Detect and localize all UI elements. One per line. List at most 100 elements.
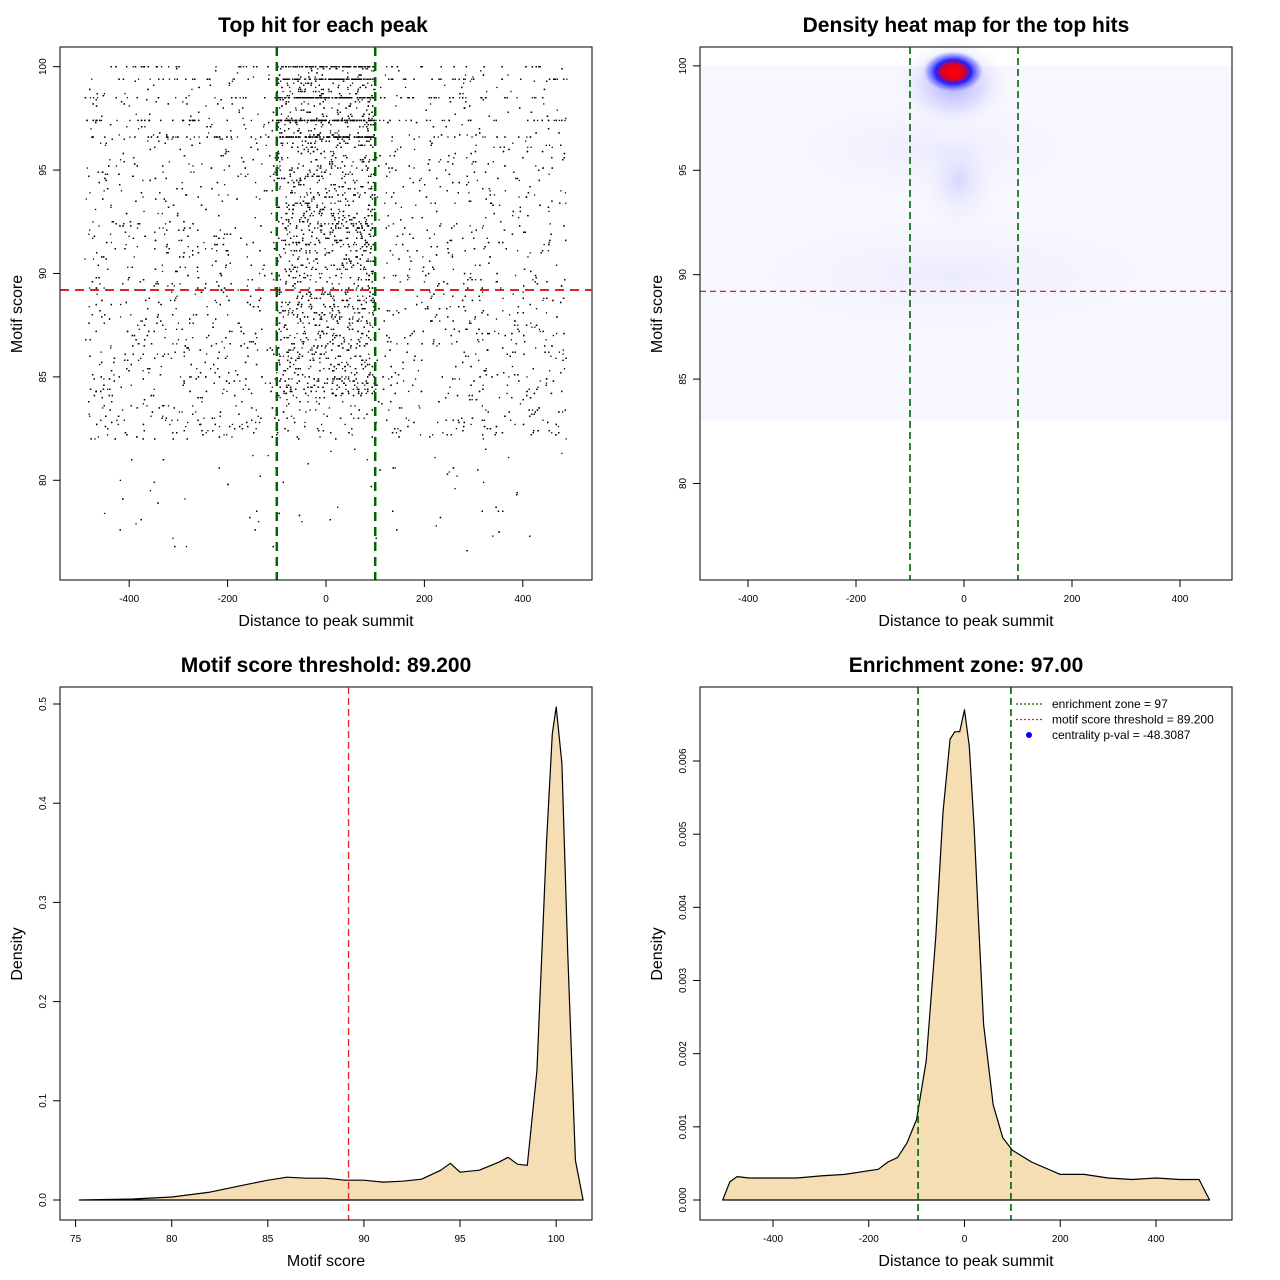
- data-point: [129, 136, 131, 138]
- data-point: [319, 208, 321, 211]
- data-point: [325, 357, 327, 359]
- data-point: [542, 299, 544, 302]
- data-point: [101, 171, 103, 173]
- data-point: [245, 384, 247, 386]
- data-point: [440, 223, 442, 225]
- data-point: [359, 136, 361, 138]
- data-point: [369, 324, 371, 326]
- data-point: [328, 407, 330, 409]
- data-point: [342, 70, 344, 72]
- data-point: [327, 78, 330, 80]
- data-point: [429, 291, 431, 293]
- data-point: [531, 97, 533, 99]
- data-point: [192, 405, 194, 407]
- data-point: [232, 78, 234, 80]
- data-point: [102, 407, 104, 409]
- data-point: [214, 299, 216, 302]
- data-point: [279, 165, 281, 167]
- data-point: [537, 386, 539, 388]
- data-point: [265, 134, 267, 136]
- data-point: [395, 105, 397, 107]
- data-point: [527, 256, 529, 258]
- data-point: [372, 181, 374, 184]
- data-point: [147, 140, 149, 142]
- data-point: [284, 252, 286, 254]
- data-point: [284, 119, 286, 122]
- data-point: [282, 136, 285, 138]
- data-point: [352, 318, 354, 320]
- data-point: [471, 136, 473, 138]
- data-point: [193, 171, 195, 173]
- data-point: [329, 312, 331, 314]
- data-point: [305, 82, 307, 84]
- data-point: [338, 84, 340, 86]
- data-point: [464, 74, 467, 76]
- data-point: [367, 258, 369, 260]
- data-point: [315, 86, 317, 89]
- data-point: [320, 138, 322, 140]
- data-point: [308, 119, 310, 122]
- data-point: [363, 136, 365, 138]
- data-point: [99, 363, 101, 366]
- data-point: [530, 322, 532, 324]
- scatter-title: Top hit for each peak: [218, 14, 428, 37]
- data-point: [167, 353, 169, 355]
- data-point: [330, 202, 332, 204]
- data-point: [293, 66, 296, 68]
- data-point: [320, 88, 323, 91]
- data-point: [103, 378, 105, 380]
- data-point: [320, 223, 322, 225]
- data-point: [348, 78, 350, 80]
- data-point: [343, 266, 345, 268]
- data-point: [250, 119, 252, 122]
- data-point: [339, 200, 341, 202]
- data-point: [161, 264, 163, 266]
- data-point: [236, 72, 239, 74]
- data-point: [164, 233, 166, 235]
- data-point: [352, 388, 355, 390]
- data-point: [338, 130, 340, 132]
- data-point: [352, 380, 354, 382]
- data-point: [439, 320, 441, 322]
- data-point: [303, 326, 305, 328]
- data-point: [286, 117, 288, 120]
- data-point: [324, 248, 326, 250]
- data-point: [512, 142, 514, 144]
- data-point: [279, 161, 281, 163]
- data-point: [362, 126, 364, 128]
- data-point: [317, 386, 319, 388]
- data-point: [164, 223, 167, 225]
- data-point: [182, 101, 184, 103]
- data-point: [379, 119, 381, 122]
- data-point: [299, 409, 301, 411]
- data-point: [354, 384, 356, 386]
- data-point: [285, 324, 287, 326]
- data-point: [348, 343, 350, 345]
- data-point: [185, 425, 187, 428]
- data-point: [371, 117, 373, 120]
- data-point: [120, 190, 123, 192]
- data-point: [371, 84, 373, 86]
- data-point: [371, 223, 373, 225]
- data-point: [443, 293, 445, 295]
- data-point: [470, 423, 472, 426]
- data-point: [340, 136, 342, 138]
- data-point: [555, 357, 557, 359]
- data-point: [429, 119, 431, 122]
- data-point: [340, 227, 342, 229]
- data-point: [307, 291, 310, 293]
- data-point: [273, 279, 275, 281]
- data-point: [289, 334, 291, 337]
- data-point: [467, 181, 470, 184]
- data-point: [293, 417, 295, 419]
- data-point: [231, 138, 233, 140]
- data-point: [215, 136, 217, 138]
- data-point: [287, 337, 289, 339]
- data-point: [291, 378, 293, 380]
- data-point: [325, 252, 328, 254]
- data-point: [289, 231, 291, 233]
- data-point: [116, 419, 118, 421]
- data-point: [308, 82, 310, 84]
- data-point: [545, 312, 548, 314]
- data-point: [481, 227, 484, 229]
